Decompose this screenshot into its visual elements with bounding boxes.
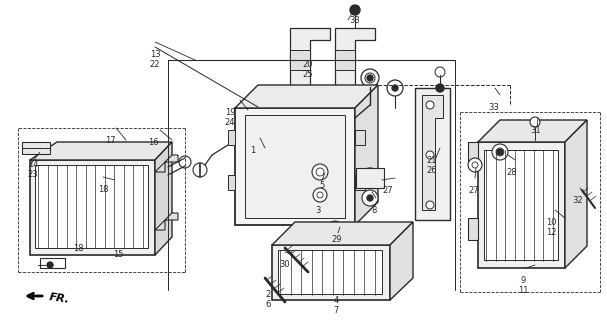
Polygon shape xyxy=(355,130,365,145)
Text: 20
25: 20 25 xyxy=(303,60,313,79)
Circle shape xyxy=(435,67,445,77)
Polygon shape xyxy=(245,115,345,218)
Polygon shape xyxy=(355,175,365,190)
Text: 9
11: 9 11 xyxy=(518,276,528,295)
Polygon shape xyxy=(290,50,310,70)
Polygon shape xyxy=(272,245,390,300)
Circle shape xyxy=(468,158,482,172)
Text: 28: 28 xyxy=(507,168,517,177)
Circle shape xyxy=(312,164,328,180)
Circle shape xyxy=(364,172,376,184)
Circle shape xyxy=(328,221,342,235)
Text: 33: 33 xyxy=(350,16,361,25)
Circle shape xyxy=(387,80,403,96)
Polygon shape xyxy=(155,155,178,172)
Polygon shape xyxy=(415,88,450,220)
Text: FR.: FR. xyxy=(48,292,70,305)
Circle shape xyxy=(313,188,327,202)
Polygon shape xyxy=(478,120,587,142)
Circle shape xyxy=(367,75,373,81)
Circle shape xyxy=(497,149,503,155)
Text: 27: 27 xyxy=(469,186,480,195)
Polygon shape xyxy=(468,142,478,165)
Circle shape xyxy=(426,201,434,209)
Circle shape xyxy=(350,5,360,15)
Circle shape xyxy=(193,163,207,177)
Polygon shape xyxy=(565,120,587,268)
Bar xyxy=(22,142,50,154)
Polygon shape xyxy=(30,142,172,160)
Text: 32: 32 xyxy=(572,196,583,205)
Bar xyxy=(35,165,148,248)
Text: 4
7: 4 7 xyxy=(333,296,339,316)
Text: 15: 15 xyxy=(113,250,123,259)
Circle shape xyxy=(496,148,504,156)
Polygon shape xyxy=(235,85,378,108)
Text: 18: 18 xyxy=(98,185,108,194)
Polygon shape xyxy=(422,95,443,210)
Circle shape xyxy=(360,168,380,188)
Circle shape xyxy=(426,151,434,159)
Circle shape xyxy=(47,262,53,268)
Polygon shape xyxy=(272,222,413,245)
Circle shape xyxy=(365,73,375,83)
Text: 10
12: 10 12 xyxy=(546,218,556,237)
Polygon shape xyxy=(390,222,413,300)
Text: 30: 30 xyxy=(280,260,290,269)
Text: 33: 33 xyxy=(489,103,500,112)
Text: 17: 17 xyxy=(104,136,115,145)
Polygon shape xyxy=(30,160,155,255)
Polygon shape xyxy=(356,168,384,188)
Bar xyxy=(484,150,558,260)
Text: 31: 31 xyxy=(531,126,541,135)
Text: 29: 29 xyxy=(332,235,342,244)
Polygon shape xyxy=(335,28,375,90)
Bar xyxy=(278,250,382,294)
Circle shape xyxy=(317,192,323,198)
Circle shape xyxy=(367,175,373,181)
Circle shape xyxy=(426,101,434,109)
Text: 16: 16 xyxy=(148,138,158,147)
Circle shape xyxy=(179,156,191,168)
Text: 19
24: 19 24 xyxy=(225,108,236,127)
Circle shape xyxy=(392,85,398,91)
Circle shape xyxy=(367,195,373,201)
Text: 2
6: 2 6 xyxy=(265,290,271,309)
Polygon shape xyxy=(235,108,355,225)
Polygon shape xyxy=(355,85,378,225)
Text: 1: 1 xyxy=(250,146,256,155)
Polygon shape xyxy=(335,50,355,70)
Text: 18: 18 xyxy=(73,244,83,253)
Polygon shape xyxy=(228,175,235,190)
Text: 3: 3 xyxy=(315,206,320,215)
Polygon shape xyxy=(468,218,478,240)
Text: 21
26: 21 26 xyxy=(427,156,437,175)
Text: 13
22: 13 22 xyxy=(150,50,160,69)
Polygon shape xyxy=(290,28,330,90)
Polygon shape xyxy=(155,142,172,255)
Circle shape xyxy=(316,168,324,176)
Circle shape xyxy=(361,69,379,87)
Text: 27: 27 xyxy=(382,186,393,195)
Circle shape xyxy=(436,84,444,92)
Bar xyxy=(40,258,65,268)
Circle shape xyxy=(530,117,540,127)
Circle shape xyxy=(472,162,478,168)
Circle shape xyxy=(333,226,337,230)
Polygon shape xyxy=(228,130,235,145)
Circle shape xyxy=(362,190,378,206)
Polygon shape xyxy=(478,142,565,268)
Text: 8: 8 xyxy=(371,206,377,215)
Polygon shape xyxy=(155,213,178,230)
Text: 5: 5 xyxy=(319,181,325,190)
Text: 14
23: 14 23 xyxy=(28,160,38,180)
Circle shape xyxy=(492,144,508,160)
